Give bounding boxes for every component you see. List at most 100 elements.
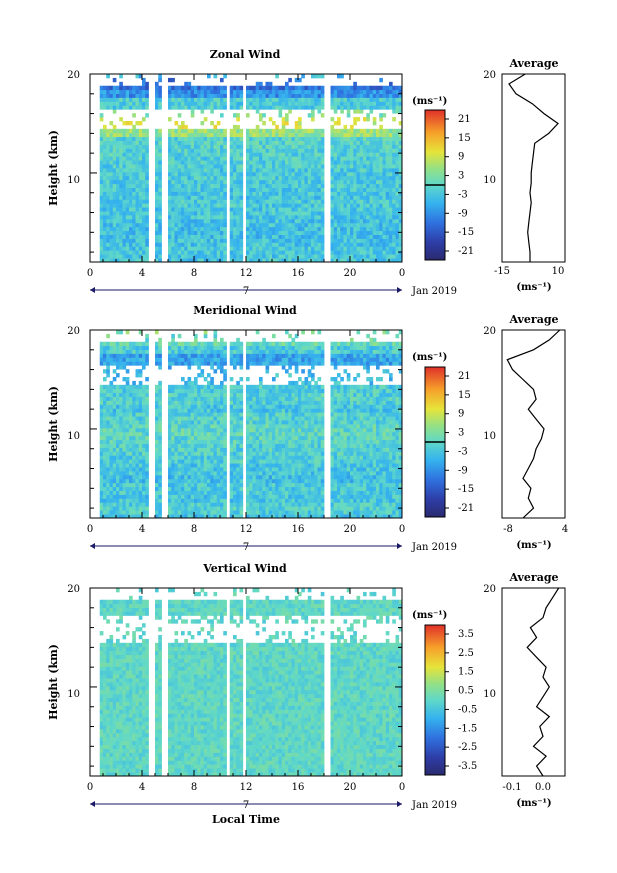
heatmap-cell [181,89,185,94]
heatmap-cell [145,482,149,488]
heatmap-cell [174,439,179,444]
heatmap-cell [184,164,188,169]
heatmap-cell [213,132,218,138]
heatmap-cell [99,171,104,177]
heatmap-cell [320,105,325,110]
heatmap-cell [174,171,179,177]
heatmap-cell [216,230,221,235]
heatmap-cell [197,498,201,503]
heatmap-cell [285,156,289,161]
heatmap-cell [158,486,162,491]
heatmap-cell [223,156,227,161]
heatmap-cell [203,459,208,464]
heatmap-cell [337,121,341,126]
heatmap-cell [213,215,218,220]
heatmap-cell [291,89,296,94]
heatmap-cell [320,140,325,145]
heatmap-cell [197,471,201,476]
heatmap-cell [317,128,322,134]
heatmap-cell [184,195,188,200]
heatmap-cell [116,396,120,401]
heatmap-cell [392,226,396,232]
heatmap-cell [142,183,146,188]
heatmap-cell [158,105,162,110]
heatmap-cell [301,230,305,235]
heatmap-cell [187,207,192,212]
heatmap-cell [103,258,107,263]
heatmap-cell [372,211,377,216]
heatmap-cell [187,474,192,480]
heatmap-cell [122,377,127,382]
heatmap-cell [229,105,234,110]
heatmap-cell [255,132,260,138]
heatmap-cell [197,128,201,134]
heatmap-cell [389,132,393,138]
heatmap-cell [340,254,344,259]
heatmap-cell [246,250,250,255]
heatmap-cell [252,238,257,243]
heatmap-cell [125,93,130,98]
heatmap-cell [203,353,208,358]
heatmap-cell [187,416,192,421]
heatmap-cell [288,97,292,102]
heatmap-cell [125,474,130,480]
heatmap-cell [142,349,146,354]
heatmap-cell [190,203,195,208]
heatmap-cell [138,345,143,350]
heatmap-cell [171,191,175,196]
heatmap-cell [291,187,296,192]
heatmap-cell [174,258,179,263]
heatmap-cell [171,474,175,480]
heatmap-cell [343,230,348,235]
heatmap-cell [116,373,120,378]
heatmap-cell [132,396,136,401]
heatmap-cell [210,471,214,476]
heatmap-cell [265,187,270,192]
heatmap-cell [190,140,195,145]
heatmap-cell [171,361,175,366]
heatmap-cell [320,97,325,102]
heatmap-cell [116,250,120,255]
heatmap-cell [268,140,273,145]
heatmap-cell [281,207,286,212]
heatmap-cell [372,195,377,200]
heatmap-cell [168,427,172,433]
heatmap-cell [281,97,286,102]
heatmap-cell [275,215,279,220]
heatmap-cell [171,168,175,173]
heatmap-cell [177,345,182,350]
heatmap-cell [288,156,292,161]
heatmap-cell [203,431,208,437]
heatmap-cell [320,211,325,216]
heatmap-cell [181,258,185,263]
heatmap-cell [272,218,276,224]
heatmap-cell [376,140,380,145]
heatmap-cell [125,447,130,452]
heatmap-cell [213,156,218,161]
heatmap-cell [268,85,273,91]
heatmap-cell [138,226,143,232]
heatmap-cell [281,136,286,141]
heatmap-cell [298,117,302,122]
heatmap-cell [145,435,149,441]
heatmap-cell [122,455,127,460]
heatmap-cell [197,424,201,429]
heatmap-cell [317,140,322,145]
heatmap-cell [337,175,341,181]
heatmap-cell [203,498,208,503]
heatmap-cell [116,179,120,185]
heatmap-cell [233,93,237,98]
heatmap-cell [122,132,127,138]
heatmap-cell [301,195,305,200]
heatmap-cell [213,144,218,149]
heatmap-cell [135,361,140,366]
heatmap-cell [285,211,289,216]
heatmap-cell [145,412,149,417]
heatmap-cell [249,183,253,188]
heatmap-cell [194,463,198,468]
heatmap-cell [116,404,120,409]
heatmap-cell [99,117,104,122]
heatmap-cell [268,222,273,228]
heatmap-cell [366,254,370,259]
heatmap-cell [262,242,266,247]
